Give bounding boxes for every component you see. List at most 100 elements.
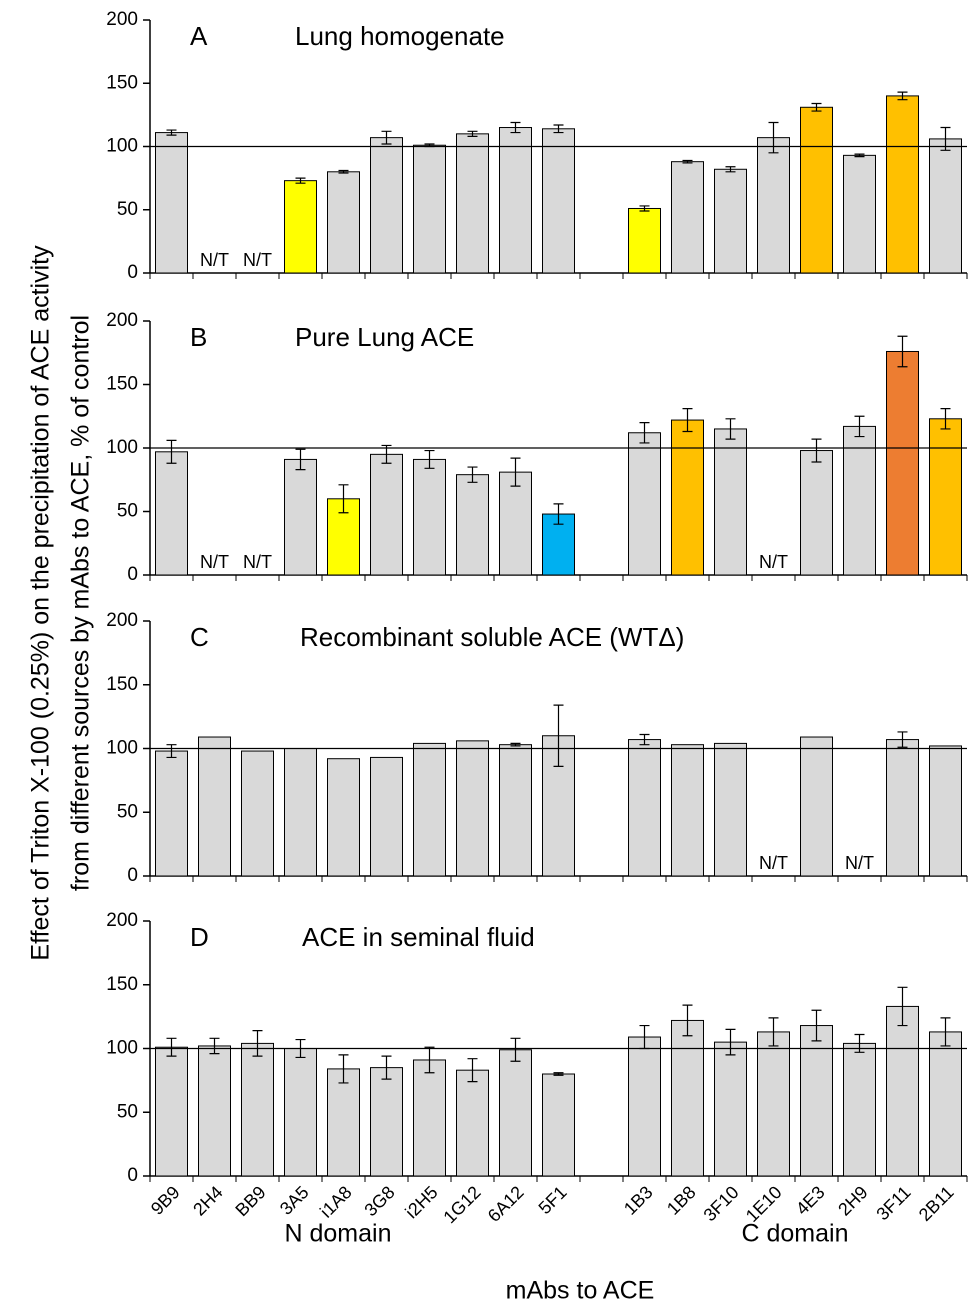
error-bar: [510, 1037, 521, 1062]
bar: [757, 1031, 790, 1177]
bar: [370, 453, 403, 576]
bar: [843, 1042, 876, 1177]
error-bar: [166, 439, 177, 464]
error-bar: [854, 415, 865, 438]
panel-letter: C: [190, 622, 209, 652]
value-label: N/T: [200, 552, 229, 572]
y-tick-label: 150: [106, 72, 138, 93]
error-bar: [639, 733, 650, 746]
bar: [413, 1059, 446, 1177]
x-tick-label: 9B9: [147, 1182, 184, 1219]
bar: [155, 750, 188, 877]
value-label: N/T: [243, 250, 272, 270]
bar: [671, 419, 704, 576]
y-tick-label: 100: [106, 437, 138, 458]
x-tick-label: BB9: [231, 1182, 269, 1220]
bar: [800, 450, 833, 576]
error-bar: [897, 91, 908, 101]
bar: [542, 128, 575, 274]
bar: [929, 138, 962, 274]
error-bar: [166, 744, 177, 759]
bar: [714, 1041, 747, 1177]
bar: [671, 1019, 704, 1177]
bar: [628, 432, 661, 576]
error-bar: [338, 169, 349, 174]
bar: [327, 1068, 360, 1177]
bar: [155, 132, 188, 274]
error-bar: [553, 704, 564, 767]
bar: [929, 745, 962, 877]
y-tick-label: 50: [117, 801, 138, 822]
bar: [843, 154, 876, 274]
error-bar: [682, 408, 693, 433]
bar: [800, 736, 833, 877]
error-bar: [897, 731, 908, 748]
error-bar: [682, 1004, 693, 1037]
error-bar: [553, 1072, 564, 1076]
y-tick-label: 100: [106, 136, 138, 157]
bar: [499, 744, 532, 877]
error-bar: [811, 1009, 822, 1042]
error-bar: [467, 130, 478, 137]
x-tick-label: 3F10: [700, 1182, 743, 1225]
error-bar: [166, 129, 177, 136]
x-tick-label: 2H9: [834, 1182, 871, 1219]
bar: [886, 95, 919, 274]
y-tick-label: 50: [117, 1101, 138, 1122]
bar: [800, 106, 833, 274]
y-tick-label: 150: [106, 374, 138, 395]
x-tick-label: 2B11: [915, 1182, 958, 1225]
value-label: N/T: [759, 552, 788, 572]
error-bar: [725, 1028, 736, 1056]
error-bar: [897, 335, 908, 368]
bar: [929, 1031, 962, 1177]
bar: [671, 744, 704, 877]
y-tick-label: 200: [106, 9, 138, 30]
bar: [499, 127, 532, 274]
bar: [929, 418, 962, 576]
bar: [456, 133, 489, 274]
bar: [499, 471, 532, 576]
panel-letter: D: [190, 922, 209, 952]
error-bar: [725, 418, 736, 440]
group-label: N domain: [285, 1220, 392, 1248]
y-tick-label: 100: [106, 1038, 138, 1059]
error-bar: [467, 466, 478, 483]
bar: [413, 144, 446, 274]
error-bar: [682, 159, 693, 164]
x-axis-label: mAbs to ACE: [506, 1277, 655, 1305]
x-tick-label: 3G8: [360, 1182, 398, 1220]
error-bar: [854, 153, 865, 158]
bar: [284, 748, 317, 877]
y-tick-label: 50: [117, 199, 138, 220]
error-bar: [897, 986, 908, 1027]
bar: [284, 1048, 317, 1177]
error-bar: [639, 422, 650, 444]
error-bar: [467, 1058, 478, 1083]
y-tick-label: 200: [106, 610, 138, 631]
value-label: N/T: [759, 853, 788, 873]
bar: [241, 1042, 274, 1177]
bar: [843, 425, 876, 576]
panel-title: ACE in seminal fluid: [302, 922, 535, 952]
y-tick-label: 0: [127, 1165, 138, 1186]
bar: [456, 474, 489, 576]
error-bar: [209, 1037, 220, 1055]
error-bar: [940, 408, 951, 430]
bar: [413, 742, 446, 877]
x-tick-label: 6A12: [484, 1182, 528, 1226]
bar: [456, 740, 489, 877]
error-bar: [811, 438, 822, 463]
error-bar: [424, 449, 435, 469]
y-tick-label: 200: [106, 310, 138, 331]
x-tick-label: i2H5: [401, 1182, 441, 1222]
bar: [886, 350, 919, 576]
error-bar: [639, 205, 650, 212]
panel-title: Pure Lung ACE: [295, 322, 474, 352]
error-bar: [725, 166, 736, 173]
y-tick-label: 150: [106, 974, 138, 995]
bar: [714, 742, 747, 877]
bar: [628, 1036, 661, 1177]
bar: [241, 750, 274, 877]
